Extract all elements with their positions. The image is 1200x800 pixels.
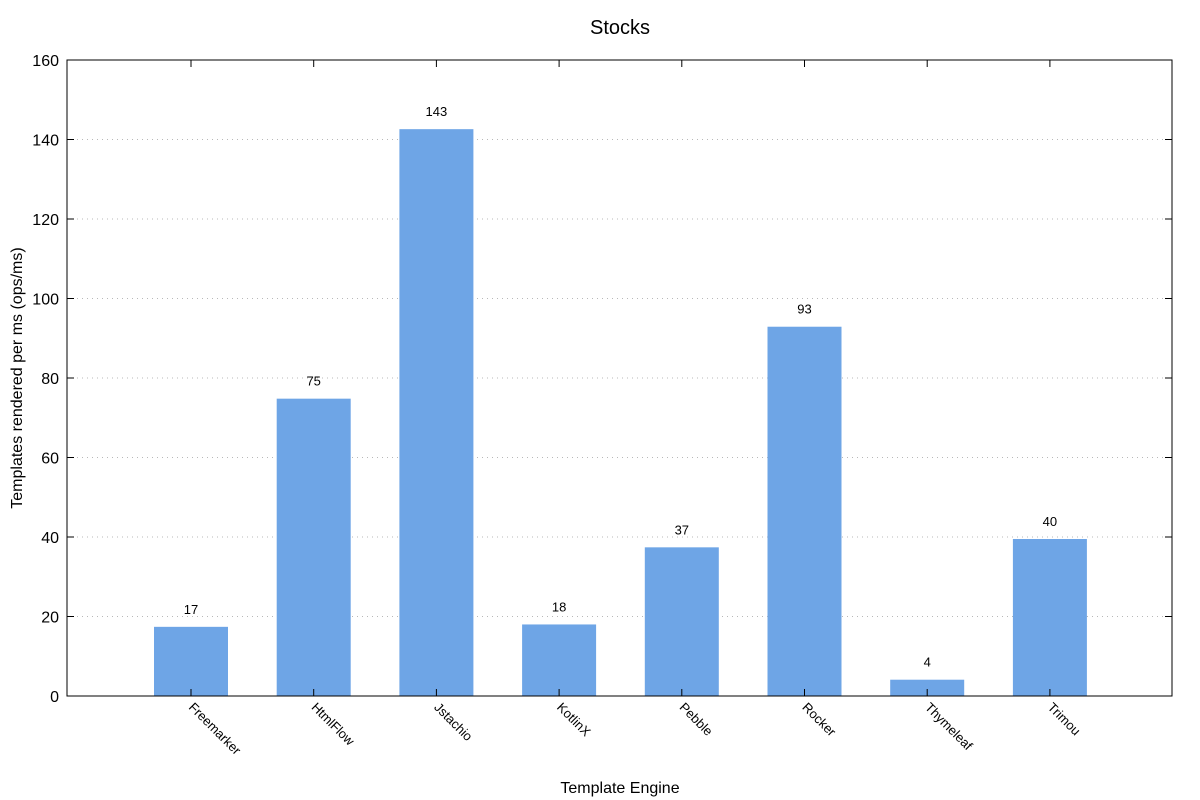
x-tick-label: Pebble (677, 700, 716, 739)
bar (522, 624, 597, 696)
y-tick-label: 60 (41, 451, 59, 468)
y-tick-label: 120 (32, 212, 59, 229)
x-tick-label: Freemarker (186, 700, 245, 759)
data-label: 40 (1043, 514, 1057, 529)
x-tick-label: HtmlFlow (309, 700, 358, 749)
data-label: 93 (797, 302, 811, 317)
y-axis-label: Templates rendered per ms (ops/ms) (9, 247, 26, 508)
chart-title: Stocks (590, 17, 650, 39)
bar (644, 547, 719, 696)
y-tick-labels: 0 20 40 60 80 100 120 140 160 (32, 53, 59, 706)
data-label: 37 (675, 522, 689, 537)
y-tick-label: 100 (32, 292, 59, 309)
x-tick-label: Trimou (1045, 700, 1084, 739)
x-axis-label: Template Engine (560, 780, 679, 797)
x-tick-label: Thymeleaf (922, 700, 976, 754)
gridlines (67, 139, 1172, 617)
bar (154, 626, 228, 696)
y-tick-label: 20 (41, 610, 59, 627)
data-label: 75 (306, 374, 320, 389)
bar (1012, 538, 1087, 696)
axis-ticks (67, 59, 1172, 697)
bar (890, 679, 965, 696)
y-tick-label: 40 (41, 530, 59, 547)
x-tick-label: Rocker (799, 700, 839, 740)
y-tick-label: 160 (32, 53, 59, 70)
x-tick-label: KotlinX (554, 700, 594, 740)
bar (767, 326, 842, 696)
data-label: 4 (924, 655, 931, 670)
y-tick-label: 80 (41, 371, 59, 388)
bars (154, 129, 1087, 697)
data-labels: 17 75 143 18 37 93 4 40 (184, 104, 1057, 670)
x-tick-labels: Freemarker HtmlFlow Jstachio KotlinX Pebble R… (186, 700, 1084, 759)
bar (276, 398, 351, 696)
y-tick-label: 140 (32, 133, 59, 150)
bar (399, 129, 474, 697)
y-tick-label: 0 (50, 689, 59, 706)
data-label: 17 (184, 602, 198, 617)
data-label: 18 (552, 599, 566, 614)
data-label: 143 (426, 104, 448, 119)
x-tick-label: Jstachio (431, 700, 475, 744)
